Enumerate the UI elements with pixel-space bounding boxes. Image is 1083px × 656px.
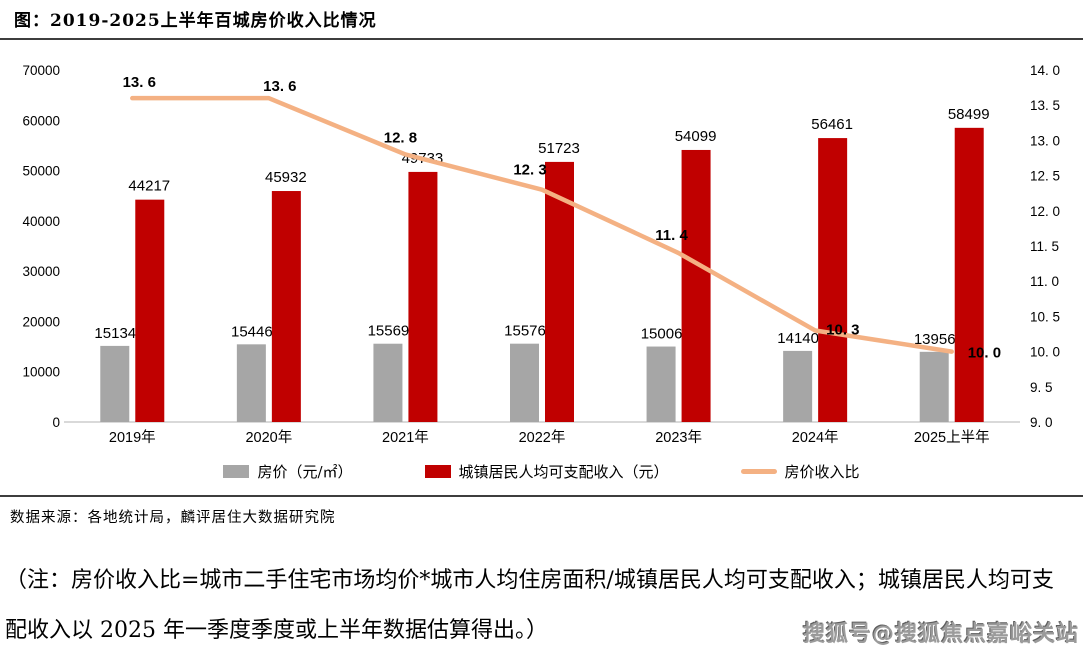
x-axis-label: 2019年 xyxy=(109,429,156,446)
x-axis-label: 2023年 xyxy=(655,429,702,446)
right-axis-tick: 12. 5 xyxy=(1030,169,1060,184)
right-axis-tick: 13. 5 xyxy=(1030,98,1060,113)
watermark-text: 搜狐号@搜狐焦点嘉峪关站 xyxy=(802,622,1079,647)
data-source-text: 数据来源：各地统计局，麟评居住大数据研究院 xyxy=(10,510,336,526)
bar-house-price xyxy=(783,350,813,422)
page-title: 图：2019-2025上半年百城房价收入比情况 xyxy=(14,11,377,31)
legend-item-ratio: 房价收入比 xyxy=(740,461,860,482)
legend-item-house-price: 房价（元/㎡） xyxy=(223,461,353,482)
ratio-point-label: 12. 3 xyxy=(513,162,546,179)
right-axis-tick: 14. 0 xyxy=(1030,63,1060,78)
bar-label-house-price: 15576 xyxy=(504,323,546,340)
bar-house-price xyxy=(100,345,130,422)
x-axis-label: 2021年 xyxy=(382,429,429,446)
bar-label-house-price: 15006 xyxy=(641,326,683,343)
ratio-point-label: 11. 4 xyxy=(655,227,688,244)
ratio-point-label: 10. 3 xyxy=(826,321,859,338)
bar-income xyxy=(954,127,984,422)
bar-income xyxy=(271,191,301,422)
left-axis-tick: 40000 xyxy=(22,214,60,229)
ratio-line xyxy=(130,95,954,354)
note-text: （注：房价收入比=城市二手住宅市场均价*城市人均住房面积/城镇居民人均可支配收入… xyxy=(5,568,1054,643)
x-axis-label: 2022年 xyxy=(519,429,566,446)
right-axis-tick: 9. 0 xyxy=(1030,415,1053,430)
right-axis-tick: 11. 5 xyxy=(1030,239,1059,254)
footer-divider xyxy=(0,495,1083,497)
bar-label-income: 58499 xyxy=(948,106,990,123)
left-axis-tick: 30000 xyxy=(22,264,60,279)
right-axis-tick: 12. 0 xyxy=(1030,204,1060,219)
right-axis-tick: 10. 0 xyxy=(1030,345,1060,360)
bar-income xyxy=(545,161,574,422)
bar-house-price xyxy=(373,343,403,422)
ratio-point-label: 12. 8 xyxy=(384,129,417,146)
bar-income xyxy=(408,171,438,422)
title-divider xyxy=(0,38,1083,40)
bar-label-house-price: 15134 xyxy=(94,325,136,342)
orange-line-swatch-icon xyxy=(740,468,777,474)
left-axis-tick: 50000 xyxy=(22,164,60,179)
bar-house-price xyxy=(919,351,949,422)
legend-label-ratio: 房价收入比 xyxy=(784,462,860,481)
legend-label-income: 城镇居民人均可支配收入（元） xyxy=(458,462,669,481)
gray-bar-swatch-icon xyxy=(223,464,250,478)
bar-income xyxy=(681,149,711,422)
right-axis-tick: 10. 5 xyxy=(1030,309,1060,324)
bar-label-house-price: 15569 xyxy=(368,323,410,340)
left-axis-tick: 60000 xyxy=(22,113,60,128)
right-axis-tick: 11. 0 xyxy=(1030,274,1059,289)
bar-label-house-price: 15446 xyxy=(231,323,273,340)
left-axis-tick: 10000 xyxy=(22,365,60,380)
bar-label-house-price: 14140 xyxy=(777,330,819,347)
red-bar-swatch-icon xyxy=(424,464,451,478)
bar-house-price xyxy=(510,343,539,422)
ratio-point-label: 10. 0 xyxy=(968,345,1001,362)
bar-label-income: 54099 xyxy=(675,128,717,145)
combo-chart: 0 10000 20000 30000 40000 50000 60000 70000 9. 0… xyxy=(22,63,1060,446)
legend-item-income: 城镇居民人均可支配收入（元） xyxy=(424,461,669,482)
left-axis-tick: 0 xyxy=(52,415,60,430)
x-axis-label: 2020年 xyxy=(245,429,292,446)
left-axis-tick: 70000 xyxy=(22,63,60,78)
x-axis-label: 2025上半年 xyxy=(914,429,990,446)
ratio-point-label: 13. 6 xyxy=(123,74,156,91)
bar-income xyxy=(135,199,165,422)
ratio-point-label: 13. 6 xyxy=(263,78,296,95)
bar-label-income: 51723 xyxy=(538,140,580,157)
bar-label-income: 44217 xyxy=(128,178,170,195)
bar-label-income: 56461 xyxy=(811,116,853,133)
chart-legend: 房价（元/㎡） 城镇居民人均可支配收入（元） 房价收入比 xyxy=(0,458,1083,484)
right-axis-tick: 13. 0 xyxy=(1030,133,1060,148)
bar-label-income: 45932 xyxy=(265,169,307,186)
bar-income xyxy=(818,138,848,422)
right-axis-tick: 9. 5 xyxy=(1030,380,1053,395)
bar-label-house-price: 13956 xyxy=(914,331,956,348)
legend-label-house-price: 房价（元/㎡） xyxy=(257,462,353,481)
x-axis-label: 2024年 xyxy=(792,429,839,446)
bar-house-price xyxy=(236,344,266,422)
left-axis-tick: 20000 xyxy=(22,314,60,329)
bar-house-price xyxy=(646,346,676,422)
